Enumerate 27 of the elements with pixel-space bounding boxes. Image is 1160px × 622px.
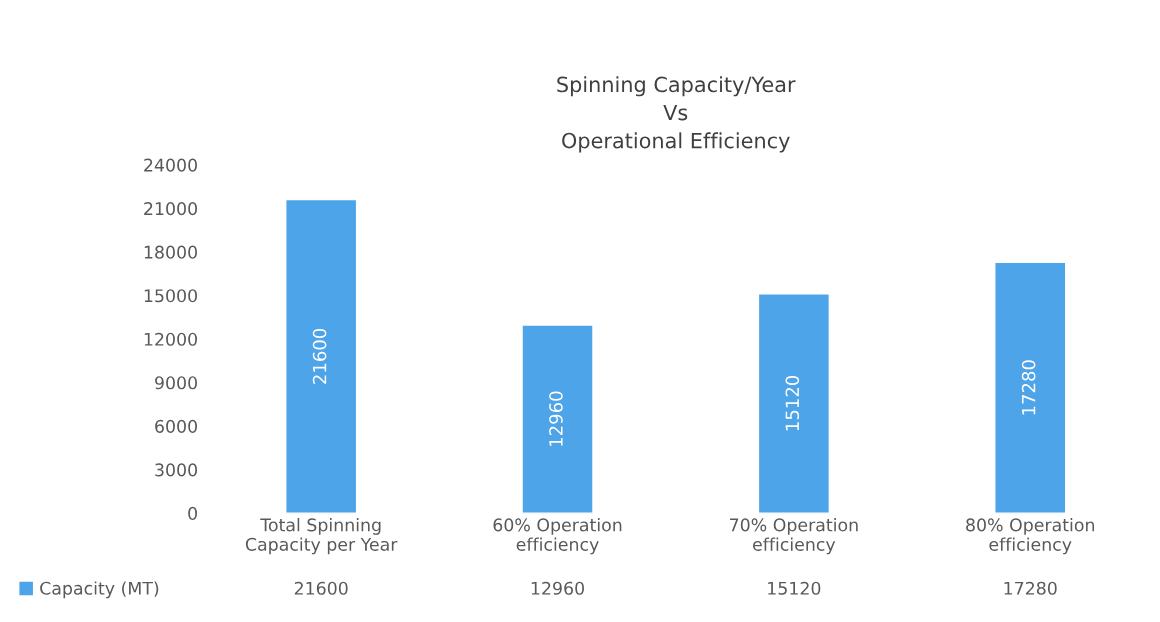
bar bbox=[757, 293, 831, 514]
y-tick-label: 0 bbox=[188, 506, 197, 520]
data-label: 15120 bbox=[785, 375, 800, 431]
text: 12960 bbox=[531, 581, 584, 595]
y-tick-label: 3000 bbox=[155, 463, 197, 477]
x-tick-label: Total Spinning Capacity per Year bbox=[245, 518, 398, 555]
y-tick-label: 15000 bbox=[144, 289, 197, 303]
bar bbox=[994, 261, 1067, 514]
x-tick-label: 70% Operation efficiency bbox=[730, 518, 858, 555]
x-tick-label: 80% Operation efficiency bbox=[966, 518, 1094, 555]
legend-label: Capacity (MT) bbox=[40, 581, 159, 599]
text: 17280 bbox=[1004, 581, 1057, 595]
text: 21600 bbox=[294, 581, 348, 595]
y-tick-label: 12000 bbox=[144, 332, 197, 346]
chart-title: Spinning Capacity/Year Vs Operational Efficiency bbox=[557, 76, 796, 153]
y-tick-label: 24000 bbox=[144, 158, 197, 172]
data-label: 17280 bbox=[1021, 360, 1036, 415]
bar bbox=[285, 198, 358, 514]
y-tick-label: 18000 bbox=[144, 245, 197, 259]
text: 15120 bbox=[768, 581, 821, 595]
data-label: 12960 bbox=[549, 391, 563, 446]
y-tick-label: 6000 bbox=[155, 419, 197, 433]
x-tick-label: 60% Operation efficiency bbox=[493, 518, 622, 555]
bar bbox=[521, 324, 594, 514]
y-tick-label: 21000 bbox=[144, 202, 197, 216]
data-label: 21600 bbox=[312, 328, 327, 384]
y-tick-label: 9000 bbox=[155, 376, 197, 390]
